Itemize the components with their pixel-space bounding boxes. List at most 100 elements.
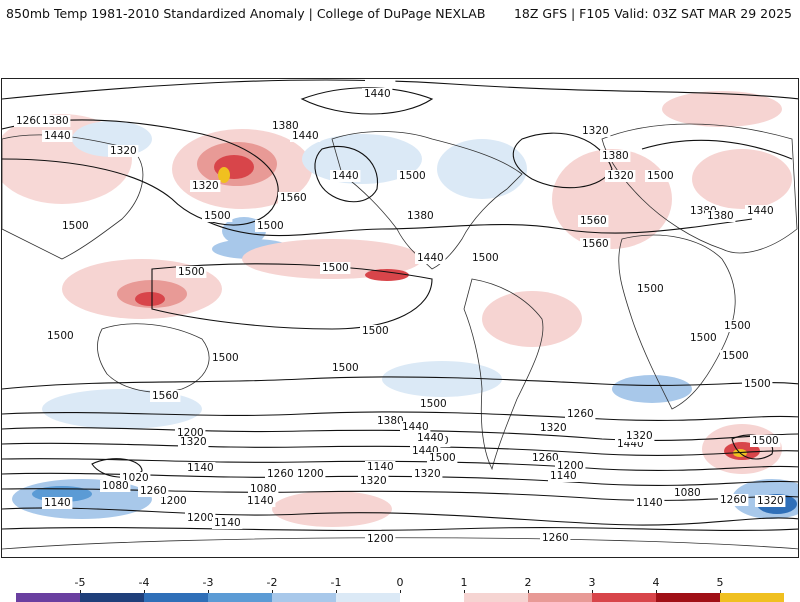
contour-label: 1380 [707, 210, 734, 222]
contour-label-bg [320, 262, 351, 274]
contour-label-bg [672, 487, 703, 499]
anomaly-patch-cool [382, 361, 502, 397]
contour-label: 1440 [402, 421, 429, 433]
contour-label: 1440 [417, 432, 444, 444]
contour-label: 1500 [212, 352, 239, 364]
contour-line [2, 458, 798, 471]
anomaly-patch-warm [552, 149, 672, 249]
contour-label-bg [185, 512, 216, 524]
contour-label-bg [600, 150, 631, 162]
contour-label: 1500 [332, 362, 359, 374]
anomaly-patch-extreme [218, 167, 230, 183]
contour-label-bg [178, 436, 209, 448]
contour-label-bg [565, 408, 596, 420]
contour-label: 1500 [47, 330, 74, 342]
contour-line [731, 434, 774, 460]
contour-label-bg [624, 430, 655, 442]
south-america-coast [463, 278, 544, 471]
contour-label: 1500 [399, 170, 426, 182]
contour-label: 1440 [417, 252, 444, 264]
contour-label-bg [397, 170, 428, 182]
colorbar-label: 4 [652, 576, 660, 589]
contour-label-bg [415, 432, 446, 444]
contour-label: 1500 [724, 320, 751, 332]
contour-label-bg [265, 468, 296, 480]
run-valid-time: 18Z GFS | F105 Valid: 03Z SAT MAR 29 202… [513, 6, 792, 21]
contour-label-bg [362, 88, 393, 100]
colorbar-tick [656, 590, 657, 594]
colorbar-label: 0 [396, 576, 404, 589]
contour-label: 1500 [744, 378, 771, 390]
contour-label: 1500 [722, 350, 749, 362]
contour-label-bg [415, 252, 446, 264]
contour-label: 1080 [674, 487, 701, 499]
contour-label-bg [750, 435, 781, 447]
contour-label-bg [255, 220, 286, 232]
colorbar-label: 3 [588, 576, 596, 589]
contour-label: 1260 [720, 494, 747, 506]
contour-line [314, 145, 379, 203]
anomaly-patch-warm [482, 291, 582, 347]
contour-label: 1500 [472, 252, 499, 264]
contour-label: 1200 [187, 512, 214, 524]
colorbar-segment [16, 593, 81, 602]
contour-label-bg [290, 130, 321, 142]
contour-label: 1080 [250, 483, 277, 495]
contour-label: 1500 [257, 220, 284, 232]
colorbar-label: 1 [460, 576, 468, 589]
contour-label-bg [755, 495, 786, 507]
contour-label: 1140 [44, 497, 71, 509]
contour-label: 1140 [367, 461, 394, 473]
contour-line [2, 119, 279, 226]
contour-label-bg [330, 170, 361, 182]
contour-label: 1260 [16, 115, 43, 127]
contour-label: 1200 [557, 460, 584, 472]
contour-label-bg [42, 130, 73, 142]
anomaly-map: 1320144012601380144013201380144013201560… [1, 78, 799, 558]
contour-label: 1320 [757, 495, 784, 507]
contour-label: 1140 [214, 517, 241, 529]
contour-label-bg [538, 422, 569, 434]
colorbar-gradient [16, 593, 784, 602]
anomaly-patch-warm [662, 91, 782, 127]
contour-label: 1380 [602, 150, 629, 162]
contour-label-bg [138, 485, 169, 497]
contour-label-bg [176, 266, 207, 278]
contour-line [2, 411, 798, 421]
contour-label-bg [150, 390, 181, 402]
colorbar-tick [464, 590, 465, 594]
anomaly-patch-cool [612, 375, 692, 403]
contour-label: 1260 [267, 468, 294, 480]
contour-label-bg [278, 192, 309, 204]
colorbar-tick [528, 590, 529, 594]
contour-label: 1500 [752, 435, 779, 447]
contour-label-bg [540, 532, 571, 544]
colorbar-segment [400, 593, 465, 602]
contour-label: 1140 [247, 495, 274, 507]
contour-label-bg [530, 452, 561, 464]
contour-label: 1320 [110, 145, 137, 157]
africa-coast [618, 234, 736, 410]
contour-label-bg [688, 332, 719, 344]
contour-label: 1260 [532, 452, 559, 464]
anomaly-patch-hot [365, 269, 409, 281]
contour-label-bg [418, 398, 449, 410]
colorbar-segment [144, 593, 209, 602]
colorbar-segment [80, 593, 145, 602]
asia-east-coast [2, 134, 144, 260]
contour-label: 1320 [192, 180, 219, 192]
coastlines [2, 123, 798, 550]
colorbar-segment [720, 593, 784, 602]
colorbar-segment [656, 593, 721, 602]
contour-label: 1200 [297, 468, 324, 480]
contour-label: 1500 [204, 210, 231, 222]
contour-label-bg [405, 210, 436, 222]
contour-label: 1200 [160, 495, 187, 507]
contour-label-bg [720, 350, 751, 362]
contour-label-bg [635, 283, 666, 295]
contour-label: 1500 [647, 170, 674, 182]
contour-label: 1500 [178, 266, 205, 278]
contour-label: 1320 [540, 422, 567, 434]
contour-label-bg [190, 180, 221, 192]
colorbar-label: -2 [266, 576, 278, 589]
